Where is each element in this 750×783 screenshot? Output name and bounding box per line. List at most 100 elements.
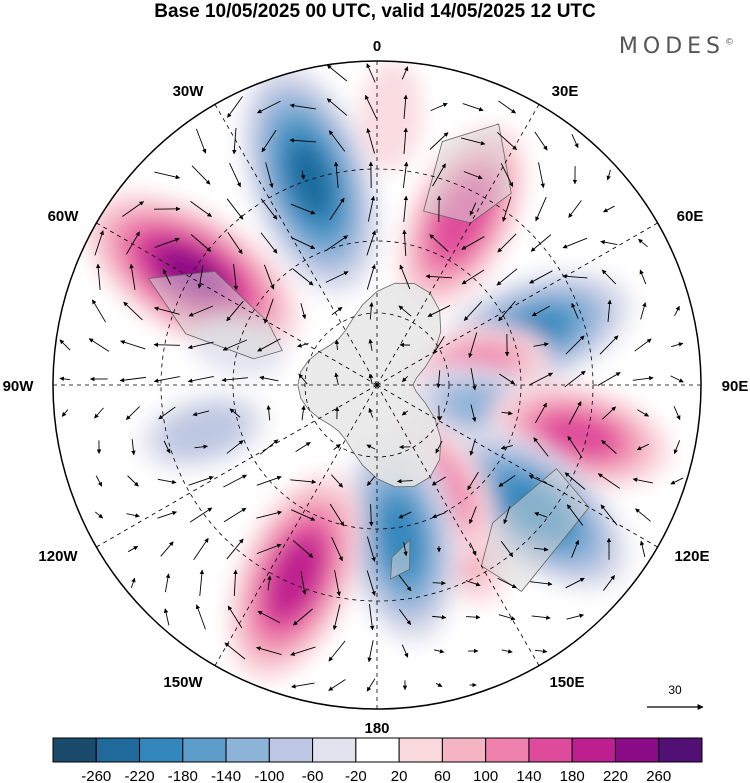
wind-vector-185 (256, 475, 282, 486)
wind-vector-180 (95, 475, 103, 487)
wind-vector-253 (398, 609, 412, 626)
wind-vector-53 (94, 230, 104, 256)
colorbar-tick-2: -180 (168, 768, 198, 783)
wind-vector-160 (637, 409, 650, 417)
wind-vector-258 (566, 613, 585, 620)
wind-vector-227 (533, 547, 549, 552)
wind-vector-251 (332, 604, 341, 631)
wind-vector-124 (59, 376, 71, 382)
wind-vector-75 (263, 264, 275, 290)
wind-vector-177 (601, 440, 617, 454)
wind-vector-187 (330, 474, 344, 488)
wind-vector-132 (334, 372, 339, 386)
wind-vector-168 (295, 441, 311, 453)
wind-vector-17 (366, 128, 375, 154)
wind-vector-215 (127, 545, 139, 553)
lon-label-150e: 150E (549, 674, 584, 691)
wind-vector-141 (632, 375, 654, 381)
wind-vector-60 (326, 235, 349, 251)
wind-vector-263 (367, 640, 374, 663)
wind-vector-62 (402, 229, 407, 257)
wind-vector-170 (366, 444, 376, 450)
colorbar-box-8 (398, 737, 443, 763)
wind-vector-91 (226, 300, 244, 322)
wind-vector-33 (463, 171, 483, 180)
wind-vector-96 (398, 305, 412, 317)
wind-vector-81 (461, 269, 485, 285)
wind-vector-190 (431, 476, 447, 486)
wind-vector-79 (399, 264, 411, 290)
wind-vector-105 (59, 339, 71, 351)
wind-vector-265 (433, 649, 445, 654)
wind-vector-121 (599, 335, 619, 355)
wind-vector-137 (499, 373, 516, 385)
wind-vector-257 (531, 615, 551, 620)
brand-logo: MODES© (619, 34, 734, 59)
colorbar-tick-3: -140 (211, 768, 241, 783)
colorbar-box-6 (312, 737, 357, 763)
wind-vector-250 (293, 608, 313, 626)
wind-vector-155 (470, 404, 477, 422)
colorbar-boxes (52, 737, 703, 763)
lon-label-120e: 120E (674, 548, 709, 565)
wind-vector-255 (466, 614, 481, 620)
anomaly-blob-14-0 (359, 61, 423, 171)
wind-vector-14 (261, 129, 277, 153)
wind-vector-109 (187, 341, 214, 350)
wind-vector-116 (433, 336, 445, 355)
wind-vector-172 (435, 440, 443, 454)
wind-vector-95 (369, 302, 374, 320)
lon-label-60w: 60W (48, 208, 80, 225)
wind-vector-148 (229, 408, 241, 418)
wind-vector-97 (427, 305, 451, 317)
lon-label-150w: 150W (163, 674, 203, 691)
wind-vector-269 (291, 682, 315, 689)
wind-vector-163 (131, 439, 136, 456)
wind-vector-233 (199, 569, 205, 596)
wind-vector-191 (467, 471, 479, 491)
wind-vector-241 (465, 580, 481, 587)
wind-vector-232 (164, 573, 171, 593)
wind-vector-245 (603, 575, 615, 591)
colorbar-tick-9: 100 (473, 768, 498, 783)
wind-vector-52 (603, 205, 615, 213)
wind-vector-64 (461, 236, 485, 250)
wind-vector-82 (496, 268, 518, 286)
wind-vector-35 (538, 162, 545, 189)
wind-vector-247 (195, 604, 206, 630)
wind-vector-49 (502, 196, 512, 222)
wind-vector-104 (674, 305, 680, 317)
meridian-150 (376, 384, 540, 666)
wind-vector-143 (61, 409, 69, 417)
wind-vector-230 (639, 540, 646, 558)
lon-label-90w: 90W (3, 378, 35, 395)
wind-vector-94 (331, 306, 343, 316)
colorbar-box-4 (225, 737, 270, 763)
wind-vector-178 (636, 443, 649, 451)
meridian-240 (96, 384, 378, 548)
wind-vector-235 (267, 575, 272, 591)
wind-vector-217 (193, 537, 209, 561)
wind-vector-18 (403, 127, 408, 154)
wind-vector-237 (334, 570, 341, 597)
wind-vector-136 (470, 367, 477, 391)
colorbar-box-3 (182, 737, 227, 763)
wind-vector-51 (568, 200, 582, 218)
wind-vector-68 (600, 239, 618, 245)
wind-vector-20 (460, 137, 486, 146)
chart-title: Base 10/05/2025 00 UTC, valid 14/05/2025… (154, 1, 596, 22)
wind-vector-61 (366, 230, 376, 256)
wind-vector-98 (463, 301, 483, 321)
wind-vector-48 (469, 202, 477, 216)
wind-vector-157 (535, 402, 547, 424)
reference-vector: 30 (647, 683, 704, 710)
wind-vector-145 (125, 406, 141, 420)
wind-vector-41 (226, 198, 244, 220)
wind-vector-221 (331, 536, 343, 562)
wind-vector-45 (367, 195, 376, 222)
wind-vector-208 (432, 512, 446, 519)
wind-vector-73 (197, 265, 204, 289)
wind-vector-248 (227, 605, 243, 629)
wind-vector-6 (326, 98, 348, 116)
wind-vector-192 (498, 475, 516, 487)
